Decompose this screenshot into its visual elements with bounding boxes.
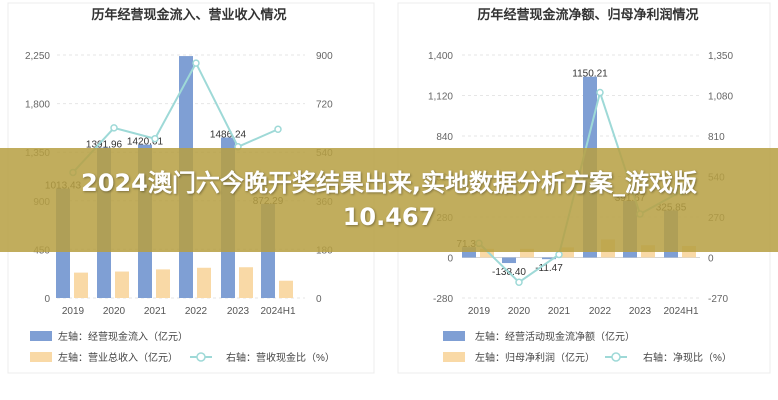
x-tick-label: 2020: [508, 306, 531, 317]
legend-label: 右轴：营收现金比（%）: [226, 351, 335, 364]
line-point: [596, 88, 604, 97]
legend-swatch: [443, 352, 465, 362]
line-point: [515, 278, 523, 286]
line-point: [151, 134, 159, 143]
y-right-tick-label: 1,350: [708, 51, 733, 62]
x-tick-label: 2022: [589, 306, 612, 317]
x-tick-label: 2024H1: [663, 306, 698, 317]
chart-title: 历年经营现金流入、营业收入情况: [91, 7, 286, 23]
data-label: 1391.96: [86, 140, 123, 151]
y-left-tick-label: 0: [44, 294, 50, 305]
legend-label: 左轴：经营现金流入（亿元）: [58, 330, 188, 343]
x-tick-label: 2021: [144, 306, 167, 317]
data-label: -11.47: [535, 263, 563, 274]
line-point: [274, 125, 282, 133]
data-label: 1486.24: [210, 129, 247, 140]
legend-swatch: [30, 352, 52, 362]
y-left-tick-label: 840: [436, 132, 453, 143]
legend-marker: [611, 352, 621, 362]
legend-swatch: [30, 331, 52, 341]
x-tick-label: 2019: [468, 306, 491, 317]
line-point: [192, 59, 200, 67]
bar: [115, 271, 129, 298]
legend-marker: [196, 352, 206, 362]
bar: [197, 267, 211, 298]
y-right-tick-label: 720: [316, 100, 333, 111]
y-right-tick-label: 1,080: [708, 92, 733, 103]
y-right-tick-label: 810: [708, 132, 725, 143]
y-right-tick-label: -270: [708, 294, 728, 305]
legend-label: 右轴：净现比（%）: [643, 351, 732, 364]
y-left-tick-label: 1,800: [25, 100, 50, 111]
y-right-tick-label: 0: [316, 294, 322, 305]
chart-title: 历年经营现金流净额、归母净利润情况: [477, 7, 698, 23]
series-line: [72, 60, 279, 174]
y-left-tick-label: -280: [433, 294, 453, 305]
x-tick-label: 2021: [548, 306, 571, 317]
y-left-tick-label: 0: [447, 254, 453, 265]
x-tick-label: 2023: [629, 306, 652, 317]
bar: [502, 257, 516, 264]
x-tick-label: 2020: [103, 306, 126, 317]
bar: [542, 257, 556, 260]
y-left-tick-label: 2,250: [25, 51, 50, 62]
data-label: 1150.21: [572, 69, 608, 80]
x-tick-label: 2023: [227, 306, 250, 317]
bar: [560, 247, 574, 258]
banner-text: 2024澳门六今晚开奖结果出来,实地数据分析方案_游戏版10.467: [81, 169, 697, 231]
legend-swatch: [443, 331, 465, 341]
line-point: [110, 124, 118, 132]
y-left-tick-label: 1,120: [428, 92, 453, 103]
bar: [520, 248, 534, 258]
bar: [462, 247, 476, 258]
bar: [480, 248, 494, 258]
bar: [74, 272, 88, 298]
y-right-tick-label: 0: [708, 254, 714, 265]
y-right-tick-label: 900: [316, 51, 333, 62]
legend-label: 左轴：归母净利润（亿元）: [475, 351, 595, 364]
x-tick-label: 2022: [185, 306, 208, 317]
x-tick-label: 2019: [62, 306, 85, 317]
y-left-tick-label: 1,400: [428, 51, 453, 62]
bar: [279, 280, 293, 298]
bar: [239, 267, 253, 298]
overlay-banner: 2024澳门六今晚开奖结果出来,实地数据分析方案_游戏版10.467: [0, 148, 778, 252]
bar: [156, 269, 170, 298]
data-label: 1420.01: [127, 137, 164, 148]
legend-label: 左轴：营业总收入（亿元）: [58, 351, 178, 364]
legend-label: 左轴：经营活动现金流净额（亿元）: [475, 330, 635, 343]
line-point: [555, 250, 563, 259]
x-tick-label: 2024H1: [260, 306, 295, 317]
